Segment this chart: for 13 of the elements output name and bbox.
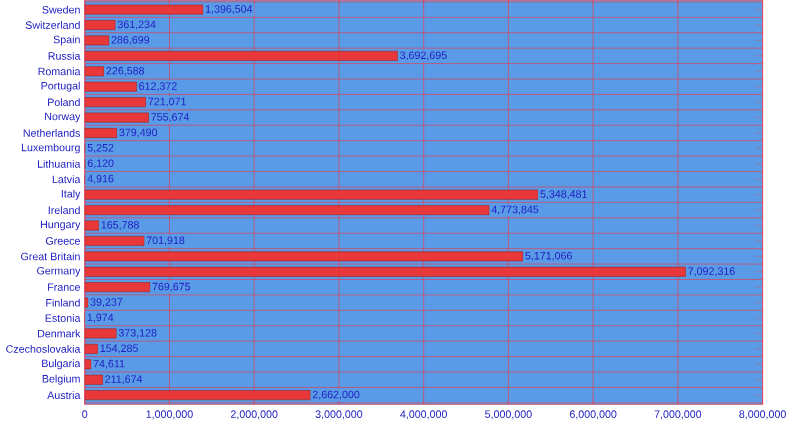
bar	[84, 266, 687, 277]
bar	[84, 189, 539, 200]
bar	[84, 358, 92, 369]
bar	[84, 127, 118, 138]
bar	[84, 343, 99, 354]
bar	[84, 220, 100, 231]
bar	[84, 374, 103, 385]
bar	[84, 19, 116, 30]
bar	[84, 328, 117, 339]
bar	[84, 250, 524, 261]
bar	[84, 4, 204, 15]
bar	[84, 35, 110, 46]
bar	[84, 65, 105, 76]
